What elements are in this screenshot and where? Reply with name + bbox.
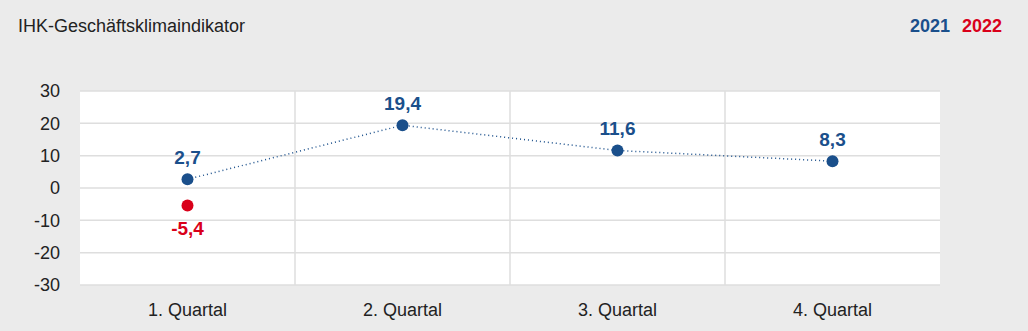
svg-text:30: 30 [40, 81, 60, 101]
svg-text:10: 10 [40, 146, 60, 166]
html-text:IHK-Geschäftsklimaindikator: IHK-Geschäftsklimaindikator [18, 16, 246, 36]
svg-text:3. Quartal: 3. Quartal [578, 300, 657, 320]
html-text:2022: 2022 [962, 16, 1002, 36]
svg-text:-10: -10 [34, 211, 60, 231]
svg-text:2. Quartal: 2. Quartal [363, 300, 442, 320]
svg-text:20: 20 [40, 114, 60, 134]
svg-text:-20: -20 [34, 243, 60, 263]
svg-text:-5,4: -5,4 [171, 218, 204, 239]
html-text:2021: 2021 [909, 16, 950, 36]
svg-text:-30: -30 [34, 275, 60, 295]
svg-text:2,7: 2,7 [174, 147, 200, 168]
svg-text:19,4: 19,4 [384, 93, 421, 114]
svg-text:0: 0 [50, 178, 60, 198]
svg-text:1. Quartal: 1. Quartal [148, 300, 227, 320]
svg-text:4. Quartal: 4. Quartal [793, 300, 872, 320]
svg-text:8,3: 8,3 [819, 129, 845, 150]
svg-text:11,6: 11,6 [600, 118, 636, 139]
